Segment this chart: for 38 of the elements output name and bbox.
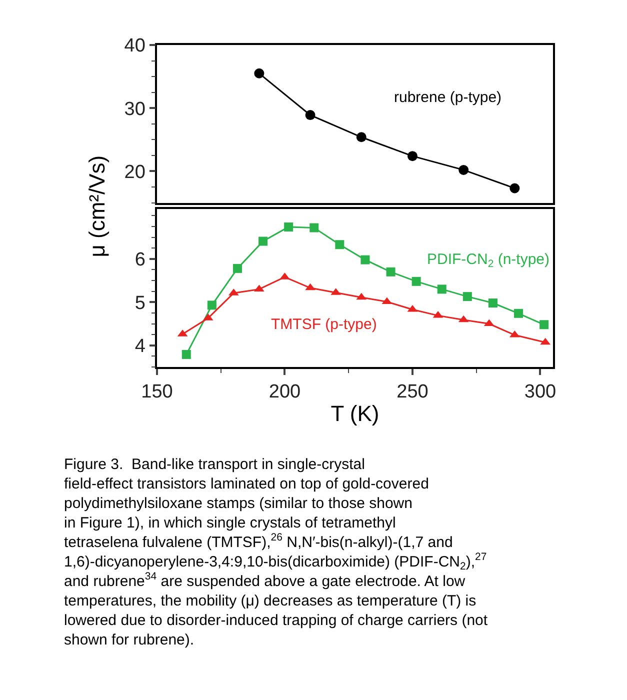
x-tick-label: 200	[268, 382, 301, 403]
text: Figure 3. Band-like transport in single-crystal field-effect transistors laminated on top of gold-covered polydimethylsiloxane stamps (similar to those shown in Figure 1), in which single crystals of tetramethyl tetraselena fulvalene (TMTSF),$^{26}$ N,N′-bis(n-alkyl)-(1,7 and 1,6)-dicyanoperylene-3,4:9,10-bis(dicarboximide) (PDIF-CN$_{2}$),$^{27}$ and rubrene$^{34}$ are suspended above a gate electrode. At low temperatures, the mobility (μ) decreases as temperature (T) is lowered due to disorder-induced trapping of charge carriers (not shown for rubrene).	[64, 456, 488, 648]
point	[458, 164, 469, 175]
point	[514, 308, 524, 318]
point	[182, 350, 191, 359]
point	[540, 320, 549, 330]
point	[284, 222, 294, 232]
y-axis-title: μ (cm²/Vs)	[84, 155, 110, 258]
point	[437, 284, 446, 294]
text: rubrene (p-type)	[394, 89, 502, 106]
x-tick-label: 300	[524, 382, 556, 403]
point	[310, 223, 319, 232]
point	[386, 267, 396, 276]
y-tick-label: 4	[134, 336, 146, 358]
y-tick-label: 20	[124, 162, 146, 183]
point	[412, 276, 421, 286]
point	[360, 255, 370, 264]
x-tick-label: 250	[396, 382, 428, 403]
x-axis-title: T (K)	[330, 400, 380, 426]
y-tick-label: 6	[134, 250, 146, 271]
point	[488, 298, 498, 308]
point	[305, 283, 316, 290]
x-tick-label: 150	[141, 382, 173, 403]
y-tick-label: 5	[134, 292, 146, 314]
point	[407, 151, 418, 162]
series-label: TMTSF (p-type)	[271, 316, 377, 333]
point	[356, 132, 366, 142]
y-tick-label: 30	[124, 98, 146, 120]
point	[207, 300, 216, 310]
point	[462, 292, 472, 302]
point	[254, 68, 264, 78]
point	[305, 110, 316, 120]
point	[232, 264, 242, 273]
point	[510, 183, 520, 194]
point	[335, 240, 344, 250]
point	[258, 236, 268, 246]
y-tick-label: 40	[124, 36, 146, 57]
series-label: PDIF-CN$_{2}$ (n-type)	[427, 251, 550, 270]
